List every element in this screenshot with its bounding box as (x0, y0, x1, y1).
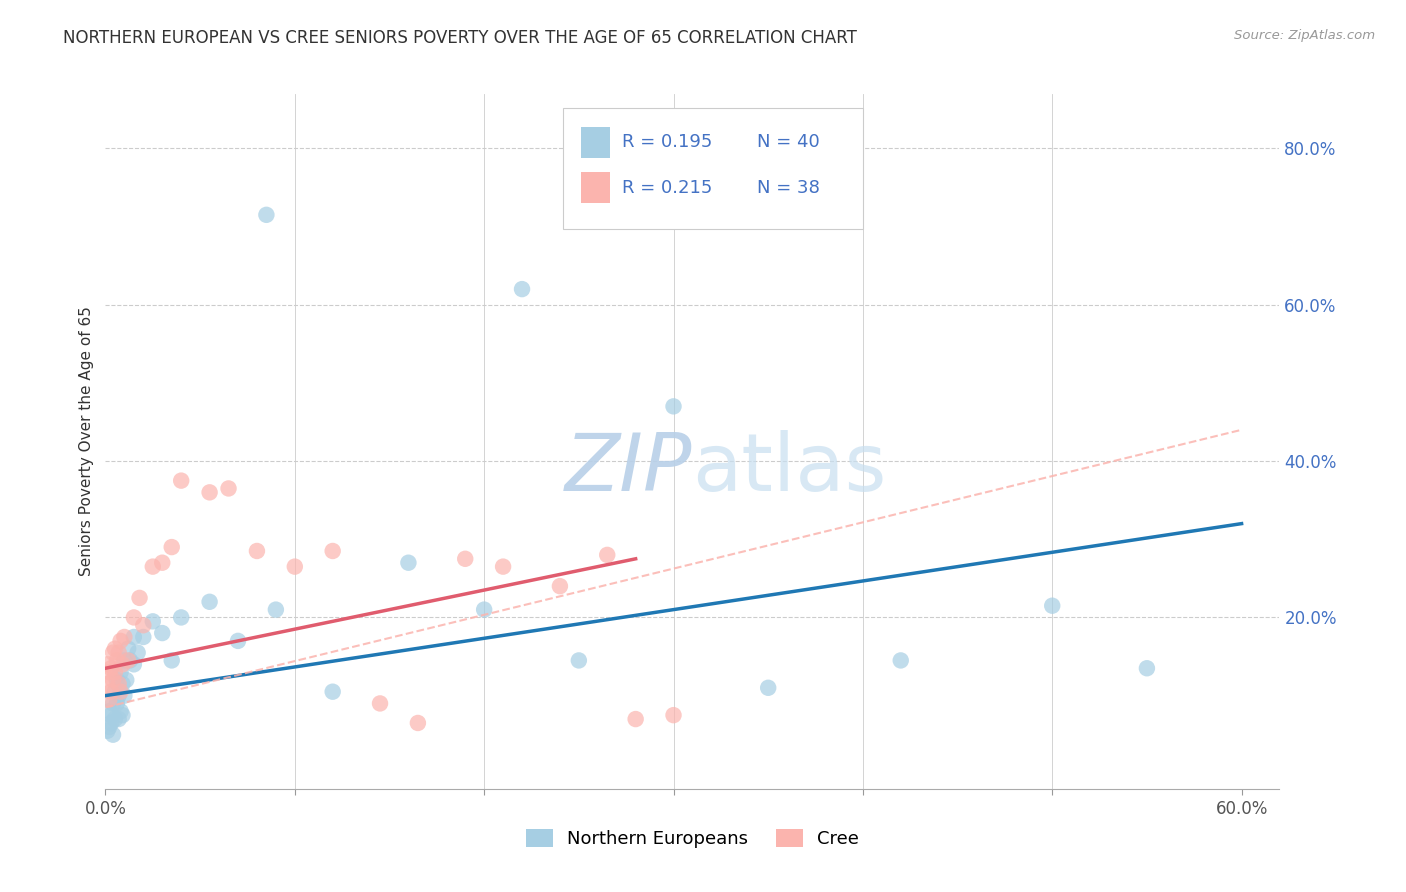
Point (492, 559, 515, 574)
Point (120, 653, 142, 667)
Bar (581, 172, 610, 203)
Point (122, 630, 145, 644)
Point (101, 673, 124, 687)
Point (624, 712, 647, 726)
Point (122, 610, 145, 624)
Point (170, 610, 193, 624)
Point (104, 665, 127, 680)
Point (104, 641, 127, 656)
Point (101, 697, 124, 711)
Point (104, 684, 127, 698)
Text: R = 0.215: R = 0.215 (621, 178, 713, 196)
Point (107, 689, 129, 703)
Point (322, 544, 344, 558)
Point (406, 716, 429, 731)
Point (101, 728, 124, 742)
Point (662, 708, 685, 723)
Point (368, 697, 391, 711)
FancyBboxPatch shape (564, 108, 863, 229)
Point (142, 615, 165, 629)
Point (111, 657, 134, 672)
Point (218, 482, 240, 496)
Point (105, 653, 128, 667)
Point (254, 208, 277, 222)
Point (98, 704, 121, 718)
Point (112, 653, 135, 667)
Point (284, 559, 307, 574)
Point (662, 400, 685, 414)
Point (132, 630, 155, 644)
Point (150, 626, 173, 640)
Point (568, 653, 591, 667)
Legend: Northern Europeans, Cree: Northern Europeans, Cree (520, 823, 865, 854)
Point (132, 618, 155, 632)
Point (396, 556, 419, 570)
Point (111, 708, 134, 723)
Text: ZIP: ZIP (565, 430, 693, 508)
Text: atlas: atlas (693, 430, 887, 508)
Point (110, 684, 132, 698)
Point (100, 684, 122, 698)
Point (454, 551, 477, 566)
Point (160, 653, 183, 667)
Point (110, 665, 132, 680)
Point (101, 646, 124, 660)
Point (100, 661, 122, 675)
Point (105, 673, 128, 687)
Text: Source: ZipAtlas.com: Source: ZipAtlas.com (1234, 29, 1375, 42)
Point (596, 548, 619, 562)
Point (246, 544, 269, 558)
Point (128, 591, 150, 605)
Point (117, 653, 139, 667)
Point (150, 556, 173, 570)
Point (104, 712, 127, 726)
Point (100, 708, 122, 723)
Y-axis label: Seniors Poverty Over the Age of 65: Seniors Poverty Over the Age of 65 (79, 307, 94, 576)
Point (756, 681, 779, 695)
Point (510, 282, 533, 296)
Point (98, 692, 121, 706)
Point (107, 646, 129, 660)
Text: N = 40: N = 40 (756, 134, 820, 152)
Point (142, 559, 165, 574)
Bar (581, 127, 610, 158)
Point (115, 673, 138, 687)
Point (198, 595, 221, 609)
Point (98, 720, 121, 734)
Point (548, 579, 571, 593)
Text: N = 38: N = 38 (756, 178, 820, 196)
Point (98, 665, 121, 680)
Point (107, 712, 129, 726)
Point (890, 653, 912, 667)
Text: R = 0.195: R = 0.195 (621, 134, 713, 152)
Point (100, 716, 122, 731)
Point (112, 630, 135, 644)
Point (96, 657, 118, 672)
Point (107, 677, 129, 691)
Point (198, 485, 221, 500)
Point (472, 602, 495, 616)
Point (96, 677, 118, 691)
Point (110, 633, 132, 648)
Point (110, 704, 132, 718)
Point (117, 641, 139, 656)
Point (112, 689, 135, 703)
Point (160, 540, 183, 554)
Point (105, 697, 128, 711)
Point (264, 602, 287, 616)
Point (170, 474, 193, 488)
Point (322, 684, 344, 698)
Point (96, 723, 118, 738)
Point (122, 657, 145, 672)
Point (127, 646, 149, 660)
Point (111, 677, 134, 691)
Text: NORTHERN EUROPEAN VS CREE SENIORS POVERTY OVER THE AGE OF 65 CORRELATION CHART: NORTHERN EUROPEAN VS CREE SENIORS POVERT… (63, 29, 858, 46)
Point (1040, 599, 1063, 613)
Point (1136, 661, 1159, 675)
Point (226, 633, 249, 648)
